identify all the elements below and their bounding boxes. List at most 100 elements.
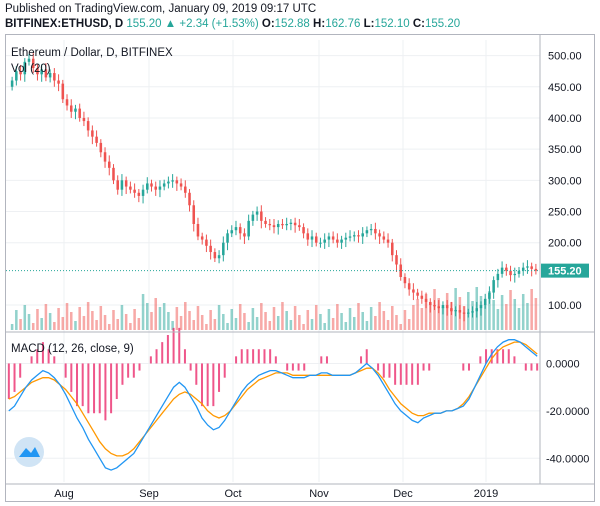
volume-bar (445, 293, 449, 330)
volume-bar (61, 317, 65, 330)
candle-body (112, 167, 115, 181)
volume-bar (361, 312, 364, 330)
macd-histogram-bar (223, 363, 226, 378)
candle-body (293, 222, 297, 226)
candle-body (530, 266, 533, 269)
candle-body (116, 180, 119, 190)
price-tick-label: 500.00 (548, 51, 582, 63)
volume-bar (137, 318, 141, 330)
candle-body (298, 225, 301, 228)
low-label: L: (363, 18, 375, 30)
macd-histogram-bar (138, 363, 141, 371)
price-tick-label: 350.00 (548, 144, 582, 156)
macd-histogram-bar (490, 349, 493, 364)
volume-bar (234, 318, 238, 330)
candle-body (382, 236, 386, 240)
volume-bar (407, 319, 411, 330)
macd-histogram-bar (235, 356, 238, 364)
low-value: 152.10 (374, 18, 410, 30)
candle-body (175, 180, 179, 184)
candle-body (420, 295, 424, 299)
volume-bar (509, 290, 512, 330)
candle-body (336, 239, 339, 243)
candle-body (40, 69, 43, 75)
candle-body (78, 108, 81, 118)
volume-bar (196, 306, 200, 330)
volume-bar (222, 314, 225, 330)
macd-histogram-bar (507, 349, 510, 364)
candle-body (53, 73, 56, 81)
candle-body (158, 186, 162, 190)
volume-bar (57, 308, 60, 330)
macd-histogram-bar (428, 363, 431, 371)
volume-bar (386, 320, 390, 330)
candle-body (222, 242, 225, 256)
volume-bar (65, 303, 69, 330)
candle-body (352, 235, 356, 237)
volume-bar (302, 324, 305, 330)
macd-histogram-bar (485, 349, 488, 364)
volume-bar (336, 304, 339, 330)
volume-bar (298, 315, 301, 330)
volume-bar (167, 312, 170, 330)
close-value: 155.20 (424, 18, 461, 30)
macd-histogram-bar (388, 363, 391, 378)
candle-body (509, 270, 512, 276)
volume-bar (116, 319, 119, 330)
time-tick-label: Dec (393, 488, 413, 500)
macd-histogram-bar (200, 363, 203, 407)
volume-bar (289, 320, 293, 330)
volume-bar (281, 302, 284, 330)
macd-tick-label: 0.0000 (546, 358, 580, 370)
volume-bar (416, 299, 419, 330)
candle-body (57, 80, 60, 84)
candle-body (234, 227, 238, 231)
price-pane[interactable] (6, 52, 540, 330)
volume-bar (103, 315, 107, 330)
macd-line (8, 339, 538, 471)
macd-histogram-bar (496, 349, 499, 364)
volume-bar (530, 289, 533, 330)
candle-body (146, 183, 149, 190)
candle-body (505, 267, 508, 271)
candle-body (281, 223, 284, 226)
macd-histogram-bar (240, 349, 243, 364)
macd-histogram-bar (115, 363, 118, 400)
volume-bar (213, 319, 217, 330)
candle-body (82, 117, 86, 122)
macd-histogram-bar (206, 363, 209, 407)
candle-body (412, 289, 415, 293)
volume-bar (120, 305, 124, 330)
candle-body (31, 58, 35, 69)
open-value: 152.88 (274, 18, 310, 30)
macd-pane[interactable] (7, 327, 539, 471)
macd-histogram-bar (291, 363, 294, 371)
candle-body (319, 242, 322, 244)
volume-bar (150, 312, 153, 330)
macd-histogram-bar (502, 349, 505, 364)
macd-histogram-bar (70, 363, 73, 392)
volume-bar (534, 298, 538, 330)
volume-bar (188, 311, 191, 330)
volume-bar (471, 301, 474, 330)
volume-bar (352, 317, 356, 330)
volume-bar (15, 310, 18, 330)
volume-bar (158, 307, 162, 330)
candle-body (23, 61, 27, 75)
candle-body (86, 121, 90, 131)
candle-body (188, 192, 191, 206)
macd-histogram-bar (325, 356, 328, 364)
volume-bar (314, 305, 318, 330)
macd-histogram-bar (479, 356, 482, 364)
chart-frame[interactable] (5, 34, 595, 502)
last-price: 155.20 (126, 18, 162, 30)
macd-histogram-bar (394, 363, 397, 385)
macd-histogram-bar (467, 363, 470, 371)
candle-body (192, 205, 196, 224)
macd-histogram-bar (132, 363, 135, 378)
volume-bar (255, 317, 259, 330)
macd-histogram-bar (303, 363, 306, 371)
volume-bar (399, 324, 402, 330)
volume-bar (327, 309, 331, 330)
